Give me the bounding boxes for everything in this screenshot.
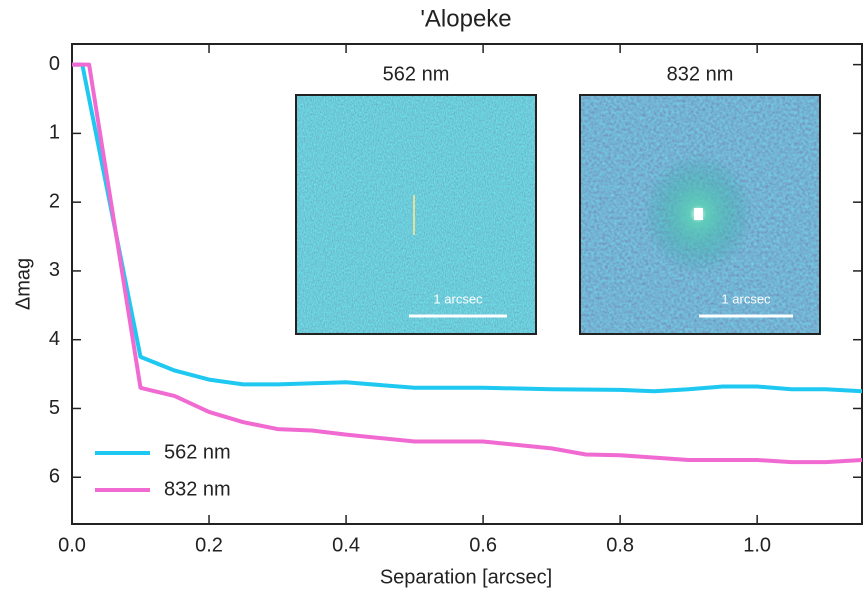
- speckle-image: [296, 95, 536, 334]
- scale-label: 1 arcsec: [721, 291, 771, 306]
- inset-832: 1 arcsec 832 nm: [580, 63, 820, 334]
- chart-title: 'Alopeke: [420, 5, 511, 32]
- y-tick-label: 1: [49, 122, 60, 144]
- x-tick-label: 0.8: [606, 534, 634, 556]
- y-tick-label: 2: [49, 190, 60, 212]
- y-tick-label: 5: [49, 397, 60, 419]
- inset-title: 832 nm: [667, 63, 734, 85]
- x-tick-label: 1.0: [743, 534, 771, 556]
- legend-label: 562 nm: [164, 441, 231, 463]
- x-tick-label: 0.4: [332, 534, 360, 556]
- inset-title: 562 nm: [383, 63, 450, 85]
- chart: 'Alopeke Separation [arcsec] Δmag 1 arcs…: [0, 0, 865, 597]
- x-tick-label: 0.0: [58, 534, 86, 556]
- y-tick-label: 0: [49, 53, 60, 75]
- y-tick-label: 3: [49, 259, 60, 281]
- y-tick-label: 6: [49, 466, 60, 488]
- y-tick-label: 4: [49, 328, 60, 350]
- x-tick-label: 0.2: [195, 534, 223, 556]
- y-axis-label: Δmag: [12, 258, 34, 310]
- scale-label: 1 arcsec: [433, 291, 483, 306]
- inset-562: 1 arcsec 562 nm: [296, 63, 536, 334]
- star-core: [694, 208, 703, 220]
- legend-label: 832 nm: [164, 478, 231, 500]
- x-axis-label: Separation [arcsec]: [380, 566, 552, 588]
- x-tick-label: 0.6: [469, 534, 497, 556]
